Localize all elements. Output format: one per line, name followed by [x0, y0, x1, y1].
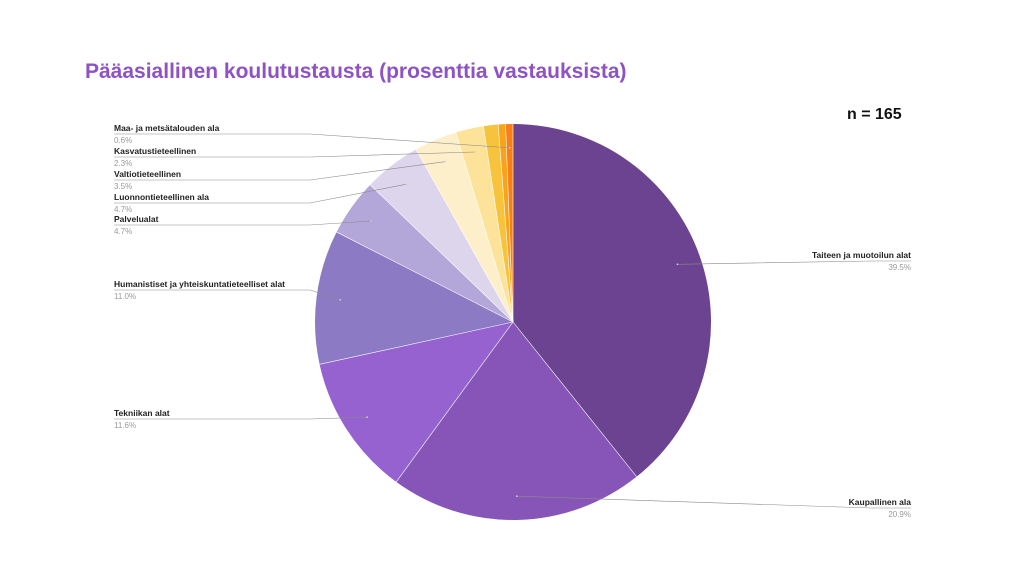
slice-percent-7: 2.3% [114, 159, 132, 168]
pie-slice-3 [314, 232, 513, 365]
slice-label-10: Maa- ja metsätalouden ala [114, 123, 220, 133]
leader-line-4 [114, 220, 372, 226]
pie-slice-4 [336, 184, 513, 322]
slice-separator-8 [483, 126, 514, 323]
slice-percent-0: 39.5% [888, 263, 911, 272]
leader-dot-1 [515, 495, 518, 498]
slice-percent-6: 3.5% [114, 182, 132, 191]
leader-line-0 [677, 260, 911, 265]
leader-dot-4 [370, 220, 372, 222]
slice-separator-6 [415, 149, 514, 323]
slice-percent-5: 4.7% [114, 205, 132, 214]
leader-dot-10 [508, 146, 511, 149]
leader-dot-3 [339, 298, 342, 301]
slice-percent-3: 11.0% [114, 292, 136, 301]
slice-label-5: Luonnontieteellinen ala [114, 192, 209, 202]
leader-line-1 [516, 495, 911, 509]
slice-label-1: Kaupallinen ala [849, 497, 912, 507]
pie-slice-7 [455, 126, 513, 322]
leader-line-2 [114, 416, 368, 420]
pie-slice-5 [370, 149, 513, 322]
sample-size-label: n = 165 [847, 106, 902, 123]
slice-percent-4: 4.7% [114, 227, 132, 236]
slice-separator-10 [505, 124, 514, 323]
leader-line-10 [114, 133, 510, 149]
pie-slice-0 [513, 124, 712, 477]
leader-line-3 [114, 289, 341, 301]
slice-separator-7 [455, 132, 514, 323]
pie-slice-6 [415, 132, 513, 322]
chart-title: Pääasiallinen koulutustausta (prosenttia… [85, 60, 627, 83]
leader-dot-7 [473, 151, 476, 153]
slice-separator-5 [369, 184, 514, 323]
leader-dot-5 [405, 183, 408, 186]
leader-line-6 [114, 161, 445, 181]
slice-percent-10: 0.6% [114, 136, 132, 145]
pie-slice-2 [319, 322, 513, 482]
pie-slice-1 [396, 322, 637, 520]
leader-line-7 [114, 151, 475, 158]
slice-percent-2: 11.6% [114, 421, 136, 430]
leader-line-5 [114, 183, 407, 204]
slice-label-7: Kasvatustieteellinen [114, 146, 196, 156]
slice-label-3: Humanistiset ja yhteiskuntatieteelliset … [114, 279, 285, 289]
leader-dot-6 [443, 160, 446, 163]
slice-label-2: Tekniikan alat [114, 408, 170, 418]
slice-separator-1 [512, 321, 637, 477]
slice-label-6: Valtiotieteellinen [114, 169, 181, 179]
slice-separator-3 [319, 321, 514, 365]
leader-dot-2 [366, 416, 368, 419]
slice-label-4: Palvelualat [114, 214, 159, 224]
leader-dot-0 [676, 263, 679, 266]
slice-separator-4 [336, 231, 514, 323]
slice-percent-1: 20.9% [888, 510, 911, 519]
slice-separator-2 [395, 321, 514, 483]
slice-separator-9 [497, 124, 514, 323]
slice-label-0: Taiteen ja muotoilun alat [812, 250, 911, 260]
